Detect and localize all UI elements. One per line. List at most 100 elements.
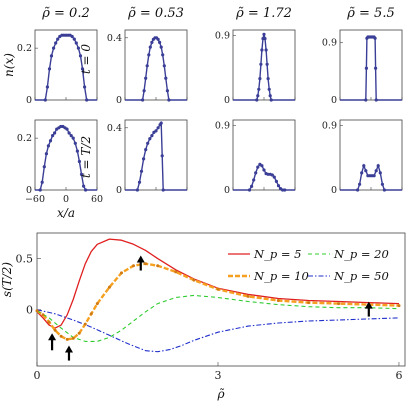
data-point — [374, 66, 378, 70]
series-point — [95, 302, 99, 306]
data-point — [256, 94, 260, 98]
data-point — [137, 180, 142, 184]
series-point — [337, 302, 341, 306]
data-point — [382, 188, 386, 192]
data-point — [256, 165, 260, 169]
data-point — [139, 169, 144, 173]
y-tick-label: 0.2 — [17, 43, 32, 54]
data-point — [250, 184, 254, 188]
arrow-head — [64, 345, 73, 353]
x-tick-label: −60 — [25, 194, 45, 205]
density-panel-top-left: 0 0.2 ρ̃ = 0.2 t = 0 n(x) — [2, 6, 98, 106]
data-point — [260, 164, 264, 168]
data-point — [69, 134, 73, 138]
arrow-head — [48, 333, 57, 341]
data-point — [262, 32, 266, 36]
density-curve — [233, 163, 295, 191]
data-point — [380, 182, 384, 186]
series-point — [120, 271, 123, 275]
data-point — [54, 41, 58, 45]
y-tick-label: 0 — [224, 95, 230, 106]
data-point — [358, 182, 362, 186]
series-point — [144, 262, 148, 266]
y-axis-label: n(x) — [2, 53, 16, 77]
panel-frame — [124, 29, 188, 101]
data-point — [73, 141, 77, 145]
data-point — [40, 180, 44, 184]
data-point — [159, 45, 163, 49]
y-tick-label: 0.9 — [322, 38, 337, 49]
data-point — [144, 76, 148, 80]
y-tick-label: 0.4 — [107, 33, 122, 44]
arrow-head — [136, 255, 145, 263]
data-point — [255, 98, 259, 102]
data-point — [265, 62, 269, 66]
data-point — [259, 62, 263, 66]
data-point — [376, 164, 380, 168]
density-panel-bottom-3: 00.9 — [215, 119, 296, 196]
y-tick-label: 0.2 — [17, 133, 32, 144]
data-point — [53, 131, 57, 135]
panel-frame — [339, 119, 403, 191]
series-point — [107, 285, 111, 289]
data-point — [274, 179, 278, 183]
density-panel-top-right: 0 0.9 ρ̃ = 5.5 — [322, 6, 403, 106]
series-line-4 — [36, 309, 400, 353]
x-tick-label: 6 — [395, 369, 402, 382]
panel-title: ρ̃ = 1.72 — [235, 6, 292, 21]
series-line-1 — [36, 238, 400, 329]
data-point — [262, 168, 266, 172]
y-tick-label: 0.4 — [107, 123, 122, 134]
panel-title: ρ̃ = 0.2 — [41, 6, 89, 21]
data-point — [150, 134, 154, 138]
data-point — [78, 54, 83, 58]
density-panel-bottom-left: 00.2 t = T/2−60 0 60x/a — [17, 119, 103, 220]
y-axis-label: s(T/2) — [0, 262, 14, 298]
y-tick-label: 0 — [331, 185, 337, 196]
legend-label: N_p = 5 — [253, 247, 301, 261]
panel-title: ρ̃ = 5.5 — [346, 6, 394, 21]
data-point — [378, 171, 382, 175]
density-panel-top-2: 0 0.4 ρ̃ = 0.53 — [107, 6, 188, 106]
data-point — [272, 175, 276, 179]
row-label: t = 0 — [79, 44, 93, 75]
data-point — [49, 54, 54, 58]
data-point — [85, 98, 89, 102]
data-point — [75, 149, 79, 153]
series-line-3 — [36, 294, 400, 342]
data-point — [360, 171, 364, 175]
panel-frame — [339, 29, 403, 101]
data-point — [373, 36, 377, 40]
data-point — [43, 98, 47, 102]
data-point — [276, 184, 281, 188]
y-tick-label: 0 — [26, 95, 32, 106]
data-point — [141, 98, 145, 102]
data-point — [65, 127, 69, 131]
data-point — [84, 188, 88, 192]
series-point — [65, 337, 69, 341]
data-point — [159, 121, 163, 125]
data-point — [70, 34, 74, 39]
series-point — [89, 312, 93, 316]
y-tick-label: 0.9 — [322, 121, 337, 132]
data-point — [83, 85, 87, 89]
data-point — [158, 40, 162, 45]
data-point — [135, 188, 139, 192]
data-point — [162, 64, 166, 68]
legend-label: N_p = 10 — [253, 269, 309, 283]
data-point — [71, 136, 75, 140]
data-point — [150, 40, 154, 45]
data-point — [47, 67, 52, 71]
data-point — [364, 169, 368, 173]
y-tick-label: 0.9 — [215, 31, 230, 42]
series-point — [59, 334, 63, 338]
series-point — [192, 278, 196, 282]
data-point — [79, 172, 84, 176]
data-point — [74, 41, 78, 45]
x-tick-label: 0 — [63, 194, 69, 205]
data-point — [374, 98, 378, 102]
main-panel: 0 3 6 0 0.5 ρ̃ s(T/2) N_p = 5 N_p = 10 N_p = 20 N_… — [0, 232, 406, 401]
data-point — [56, 37, 60, 41]
y-tick-label: 0.9 — [215, 121, 230, 132]
data-point — [252, 178, 256, 182]
